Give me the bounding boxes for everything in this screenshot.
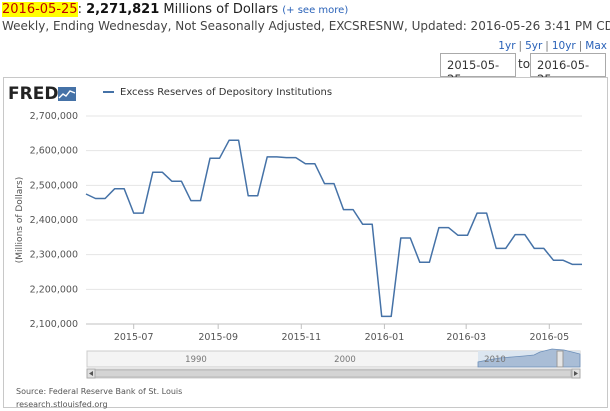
observation-value: 2,271,821: [86, 2, 160, 17]
legend-series-name: Excess Reserves of Depository Institutio…: [120, 87, 333, 98]
y-tick-label: 2,200,000: [30, 284, 78, 295]
time-navigator[interactable]: 1990 2000 2010: [86, 348, 581, 379]
fred-logo: FRED: [8, 84, 77, 104]
series-subtitle: Weekly, Ending Wednesday, Not Seasonally…: [2, 19, 610, 33]
y-tick-label: 2,500,000: [30, 180, 78, 191]
navigator-year-label: 1990: [185, 355, 207, 365]
gridlines: [86, 115, 582, 325]
observation-date: 2016-05-25: [2, 2, 78, 17]
series-line: [85, 139, 582, 318]
series-lines: [85, 139, 582, 318]
navigator-series-area: [477, 348, 581, 368]
y-axis-label: (Millions of Dollars): [15, 177, 25, 263]
range-max-link[interactable]: Max: [585, 40, 607, 52]
headline: 2016-05-25: 2,271,821 Millions of Dollar…: [2, 2, 348, 17]
x-tick-label: 2016-03: [446, 332, 486, 343]
chart-legend[interactable]: Excess Reserves of Depository Institutio…: [103, 87, 332, 98]
x-tick-label: 2015-09: [198, 332, 238, 343]
range-separator: |: [545, 40, 549, 52]
y-tick-label: 2,600,000: [30, 146, 78, 157]
range-links: 1yr | 5yr | 10yr | Max: [498, 40, 607, 52]
source-url[interactable]: research.stlouisfed.org: [16, 400, 108, 409]
x-tick-label: 2016-05: [529, 332, 569, 343]
navigator-year-label: 2000: [334, 355, 356, 365]
y-tick-label: 2,700,000: [30, 111, 78, 122]
range-5yr-link[interactable]: 5yr: [525, 40, 543, 52]
range-1yr-link[interactable]: 1yr: [498, 40, 516, 52]
y-tick-label: 2,300,000: [30, 250, 78, 261]
scroll-right-arrow-icon: [574, 371, 578, 376]
navigator-year-label: 2010: [484, 355, 506, 365]
range-separator: |: [518, 40, 523, 52]
range-10yr-link[interactable]: 10yr: [551, 40, 576, 52]
source-note: Source: Federal Reserve Bank of St. Loui…: [16, 387, 183, 396]
headline-colon: :: [77, 2, 87, 17]
date-range-to-label: to: [518, 57, 531, 71]
x-axis-ticks: 2015-07 2015-09 2015-11 2016-01 2016-03 2016-…: [114, 324, 569, 343]
fred-logo-icon: [58, 87, 77, 101]
x-tick-label: 2015-11: [281, 332, 321, 343]
see-more-link[interactable]: (+ see more): [282, 5, 349, 16]
navigator-scrollbar-thumb[interactable]: [94, 369, 572, 378]
end-date-input[interactable]: 2016-05-25: [530, 53, 606, 86]
observation-units: Millions of Dollars: [163, 2, 279, 17]
range-separator: |: [578, 40, 583, 52]
x-tick-label: 2016-01: [365, 332, 405, 343]
x-tick-label: 2015-07: [114, 332, 154, 343]
navigator-handle[interactable]: [556, 350, 564, 368]
scroll-left-arrow-icon: [89, 371, 93, 376]
legend-swatch: [103, 91, 114, 93]
y-tick-label: 2,100,000: [30, 319, 78, 330]
y-tick-label: 2,400,000: [30, 215, 78, 226]
fred-logo-text: FRED: [8, 84, 59, 104]
y-axis-ticks: 2,100,000 2,200,000 2,300,000 2,400,000 2,50…: [30, 111, 78, 330]
